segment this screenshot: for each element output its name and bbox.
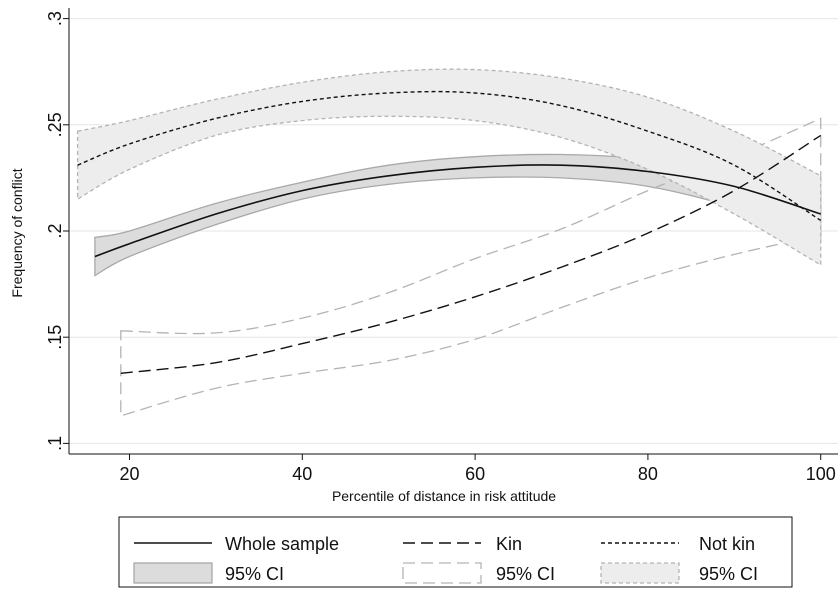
y-axis-title: Frequency of conflict (9, 168, 25, 297)
x-tick-label: 20 (119, 464, 139, 484)
legend-label-1: Kin (496, 534, 522, 554)
legend-box (118, 516, 793, 588)
legend-swatch-ci-0 (133, 562, 213, 584)
y-tick-label: .2 (45, 223, 65, 238)
confidence-bands (76, 68, 822, 417)
legend-ci-label-1: 95% CI (496, 564, 555, 584)
x-axis-title: Percentile of distance in risk attitude (332, 488, 556, 504)
axes: .1 .15 .2 .25 .3 20 40 60 80 100 (45, 8, 838, 484)
series-lines (77, 90, 822, 374)
y-tick-label: .15 (45, 325, 65, 350)
legend-ci-label-0: 95% CI (225, 564, 284, 584)
series-line-0 (94, 164, 821, 258)
legend-label-0: Whole sample (225, 534, 339, 554)
y-tick-label: .1 (45, 436, 65, 451)
ci-band-2 (76, 68, 822, 267)
x-tick-label: 100 (806, 464, 836, 484)
y-tick-label: .25 (45, 112, 65, 137)
legend-ci-label-2: 95% CI (699, 564, 758, 584)
plot-area (69, 18, 838, 444)
x-tick-label: 80 (638, 464, 658, 484)
legend: Whole sample 95% CI Kin 95% CI Not kin 95% CI (118, 516, 793, 588)
x-tick-label: 40 (292, 464, 312, 484)
legend-swatch-ci-2 (600, 562, 680, 584)
legend-label-2: Not kin (699, 534, 755, 554)
y-tick-label: .3 (45, 11, 65, 26)
x-tick-label: 60 (465, 464, 485, 484)
series-line-1 (120, 134, 822, 374)
legend-swatch-ci-1 (402, 562, 482, 584)
